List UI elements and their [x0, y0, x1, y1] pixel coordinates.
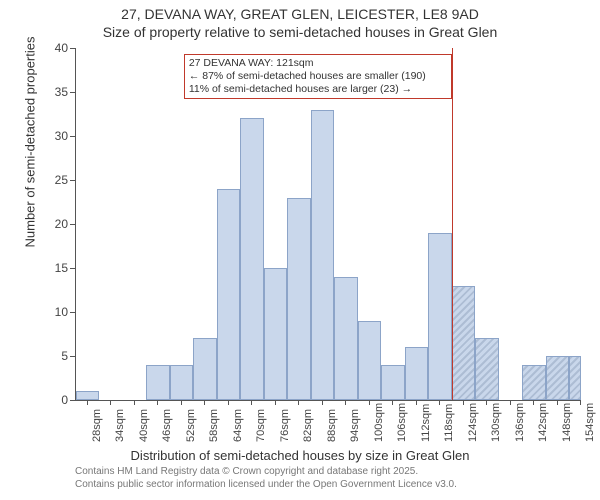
annotation-line-3: 11% of semi-detached houses are larger (…	[189, 83, 447, 96]
histogram-bar	[240, 118, 263, 400]
histogram-bar	[311, 110, 334, 400]
histogram-bar	[217, 189, 240, 400]
histogram-bar	[264, 268, 287, 400]
annotation-line-2: ← 87% of semi-detached houses are smalle…	[189, 70, 447, 83]
x-tick-mark	[275, 400, 276, 405]
x-tick-label: 76sqm	[279, 409, 291, 442]
histogram-bar	[170, 365, 193, 400]
y-tick-label: 40	[28, 41, 68, 55]
chart-container: 27, DEVANA WAY, GREAT GLEN, LEICESTER, L…	[0, 0, 600, 500]
x-tick-label: 82sqm	[302, 409, 314, 442]
x-tick-label: 34sqm	[114, 409, 126, 442]
x-tick-mark	[557, 400, 558, 405]
marker-line	[452, 48, 453, 400]
histogram-bar	[334, 277, 357, 400]
x-tick-label: 112sqm	[420, 404, 432, 442]
histogram-bar	[522, 365, 545, 400]
x-tick-label: 118sqm	[443, 404, 455, 442]
x-axis-label: Distribution of semi-detached houses by …	[0, 448, 600, 463]
x-tick-mark	[439, 400, 440, 405]
y-tick-label: 0	[28, 393, 68, 407]
x-tick-label: 100sqm	[373, 403, 385, 442]
x-tick-mark	[533, 400, 534, 405]
x-tick-mark	[87, 400, 88, 405]
x-tick-label: 106sqm	[396, 403, 408, 442]
x-tick-mark	[416, 400, 417, 405]
histogram-bar	[358, 321, 381, 400]
y-tick-label: 30	[28, 129, 68, 143]
x-tick-label: 64sqm	[232, 409, 244, 442]
y-tick-label: 35	[28, 85, 68, 99]
title-line-1: 27, DEVANA WAY, GREAT GLEN, LEICESTER, L…	[0, 6, 600, 22]
annotation-box: 27 DEVANA WAY: 121sqm ← 87% of semi-deta…	[184, 54, 452, 99]
title-line-2: Size of property relative to semi-detach…	[0, 24, 600, 40]
histogram-bar	[428, 233, 451, 400]
histogram-bar	[193, 338, 216, 400]
x-tick-mark	[369, 400, 370, 405]
x-tick-label: 148sqm	[561, 403, 573, 442]
y-tick-label: 20	[28, 217, 68, 231]
x-tick-label: 88sqm	[326, 409, 338, 442]
x-tick-mark	[486, 400, 487, 405]
annotation-line-1: 27 DEVANA WAY: 121sqm	[189, 57, 447, 70]
x-tick-label: 94sqm	[349, 409, 361, 442]
x-tick-label: 124sqm	[467, 403, 479, 442]
footer-line-1: Contains HM Land Registry data © Crown c…	[75, 466, 457, 479]
y-tick-label: 10	[28, 305, 68, 319]
x-tick-mark	[134, 400, 135, 405]
histogram-bar	[546, 356, 569, 400]
histogram-bar	[381, 365, 404, 400]
x-tick-mark	[157, 400, 158, 405]
x-tick-label: 136sqm	[514, 403, 526, 442]
footer-line-2: Contains public sector information licen…	[75, 479, 457, 492]
histogram-bar	[452, 286, 475, 400]
x-tick-label: 142sqm	[537, 403, 549, 442]
x-tick-label: 130sqm	[490, 403, 502, 442]
x-tick-label: 40sqm	[138, 409, 150, 442]
x-tick-mark	[251, 400, 252, 405]
plot-area: 27 DEVANA WAY: 121sqm ← 87% of semi-deta…	[75, 48, 581, 401]
x-tick-label: 52sqm	[185, 409, 197, 442]
x-tick-mark	[510, 400, 511, 405]
x-tick-label: 28sqm	[91, 409, 103, 442]
x-tick-mark	[181, 400, 182, 405]
x-tick-label: 58sqm	[208, 409, 220, 442]
x-tick-mark	[228, 400, 229, 405]
x-tick-label: 46sqm	[161, 409, 173, 442]
x-tick-mark	[110, 400, 111, 405]
histogram-bar	[287, 198, 310, 400]
histogram-bar	[76, 391, 99, 400]
x-tick-mark	[298, 400, 299, 405]
histogram-bar	[146, 365, 169, 400]
histogram-bar	[569, 356, 581, 400]
y-tick-label: 25	[28, 173, 68, 187]
x-tick-label: 70sqm	[255, 409, 267, 442]
x-tick-mark	[580, 400, 581, 405]
x-tick-mark	[322, 400, 323, 405]
x-tick-mark	[204, 400, 205, 405]
x-tick-mark	[392, 400, 393, 405]
x-tick-mark	[463, 400, 464, 405]
footer-text: Contains HM Land Registry data © Crown c…	[75, 466, 457, 491]
histogram-bar	[475, 338, 498, 400]
histogram-bar	[405, 347, 428, 400]
x-tick-label: 154sqm	[584, 403, 596, 442]
y-tick-label: 5	[28, 349, 68, 363]
x-tick-mark	[345, 400, 346, 405]
y-tick-label: 15	[28, 261, 68, 275]
